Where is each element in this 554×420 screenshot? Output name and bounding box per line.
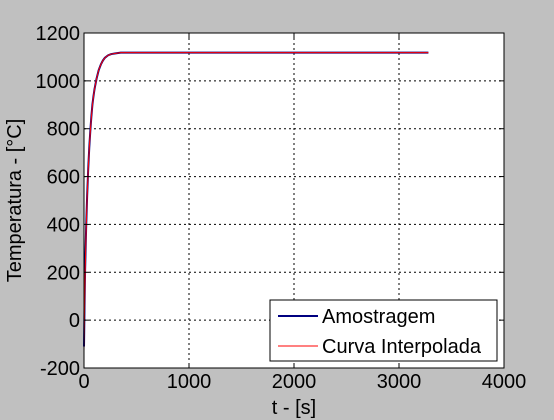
legend-label-amostragem: Amostragem — [322, 306, 435, 328]
tick-marks — [83, 32, 505, 369]
y-tick-label: 400 — [47, 214, 80, 236]
y-tick-labels: -200 0 200 400 600 800 1000 1200 — [36, 23, 81, 380]
y-tick-label: 1000 — [36, 71, 81, 93]
x-axis-label: t - [s] — [272, 397, 316, 419]
y-tick-label: 800 — [47, 119, 80, 141]
legend: Amostragem Curva Interpolada — [269, 299, 498, 362]
series-layer — [83, 51, 429, 352]
legend-label-curva-interpolada: Curva Interpolada — [322, 336, 482, 358]
x-tick-label: 2000 — [272, 371, 317, 393]
x-tick-labels: 0 1000 2000 3000 4000 — [78, 371, 526, 393]
x-tick-label: 3000 — [377, 371, 422, 393]
x-tick-label: 1000 — [167, 371, 212, 393]
y-tick-label: -200 — [40, 358, 80, 380]
y-axis-label: Temperatura - [°C] — [4, 119, 26, 283]
y-tick-label: 600 — [47, 167, 80, 189]
y-tick-label: 200 — [47, 262, 80, 284]
x-tick-label: 0 — [78, 371, 89, 393]
legend-box — [269, 299, 498, 362]
y-tick-label: 0 — [69, 310, 80, 332]
series-line-curva-interpolada — [83, 52, 429, 352]
x-tick-label: 4000 — [482, 371, 527, 393]
y-tick-label: 1200 — [36, 23, 81, 45]
grid-lines — [84, 33, 504, 368]
